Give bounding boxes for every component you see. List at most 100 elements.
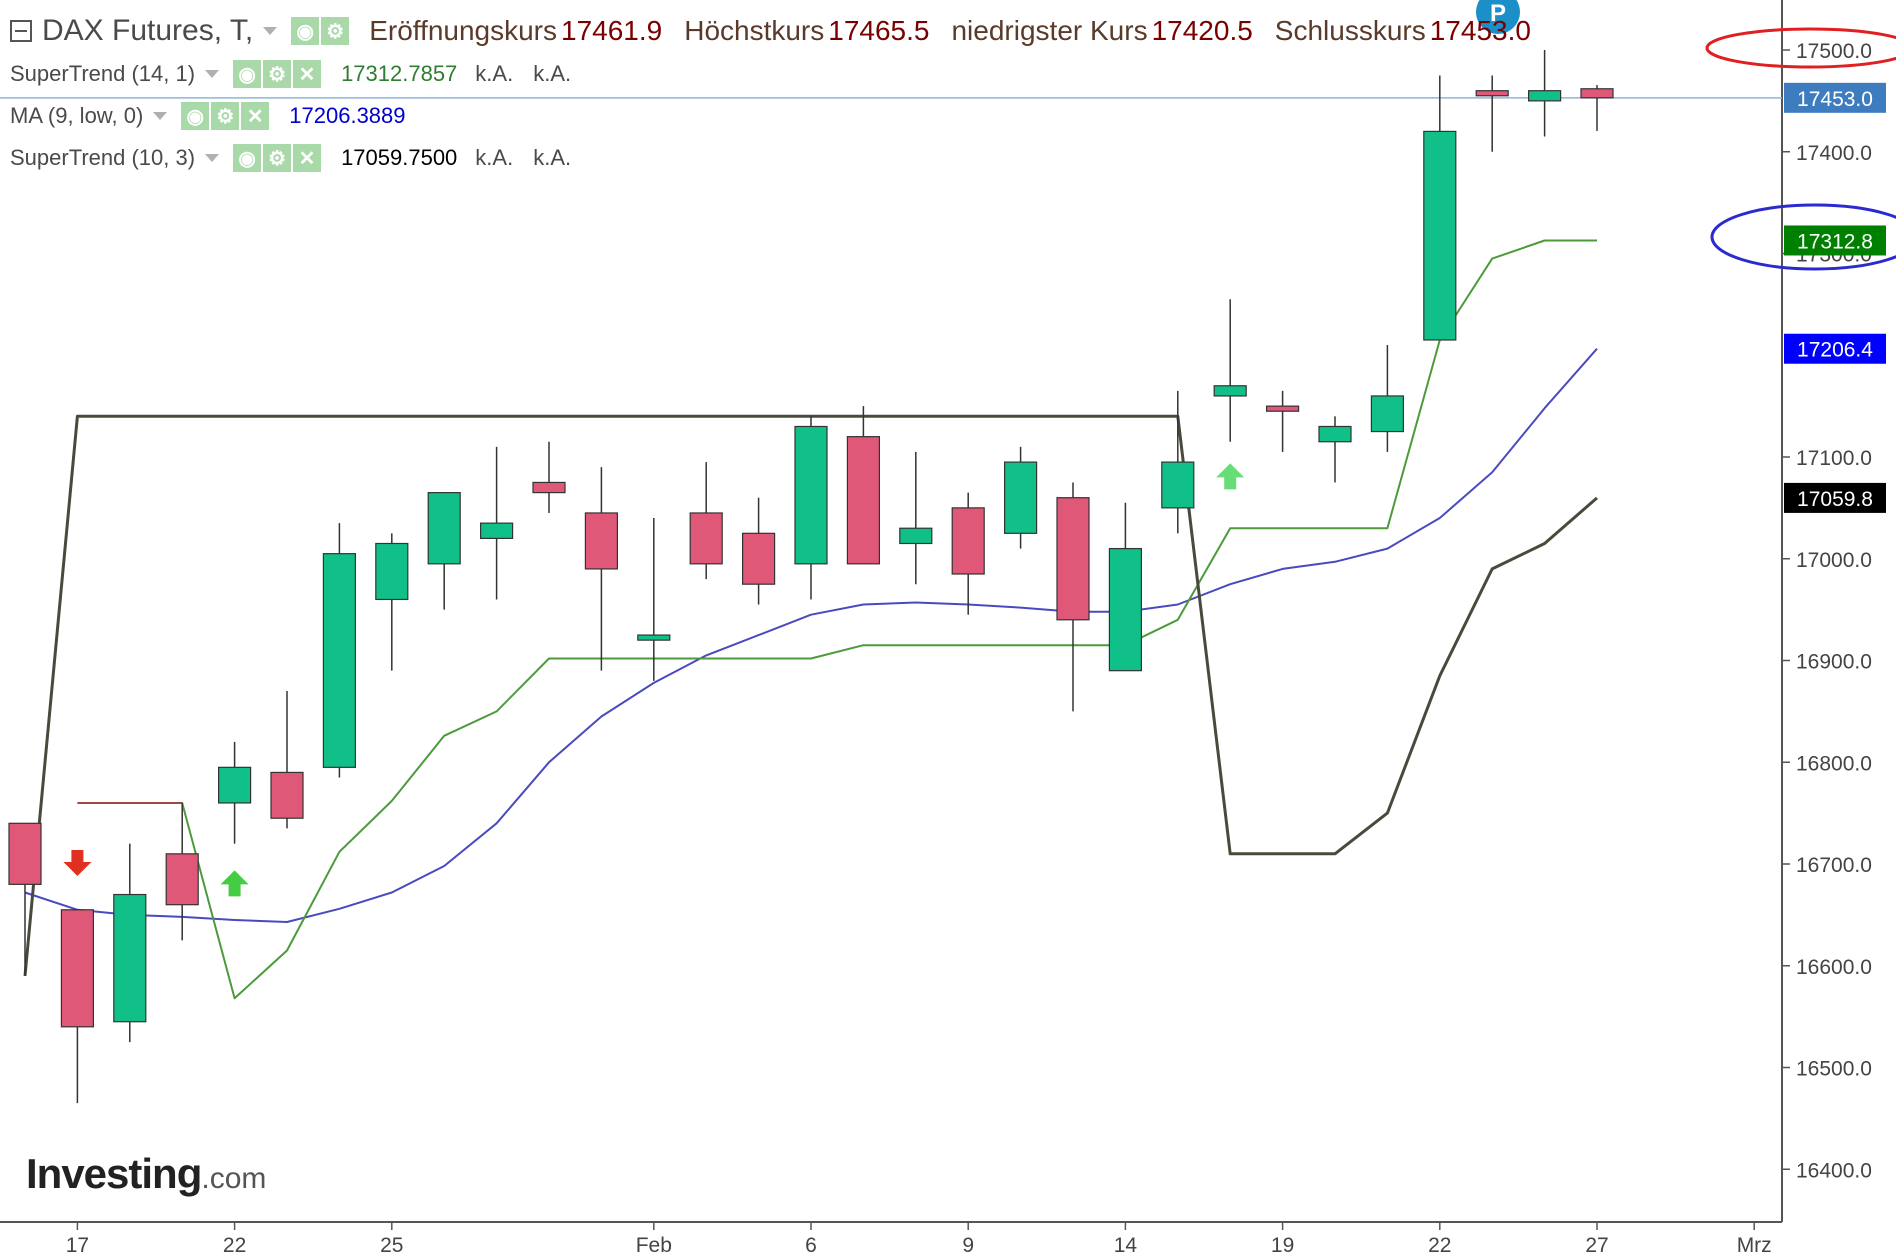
eye-icon[interactable]: ◉ xyxy=(233,144,262,172)
candle-body xyxy=(532,481,566,494)
candle-28 xyxy=(1475,75,1509,152)
legend-indicator-ma: MA (9, low, 0) ◉ ⚙ ✕ 17206.3889 xyxy=(10,102,424,130)
candle-body xyxy=(270,771,304,819)
candle-7 xyxy=(375,533,409,671)
candle-body xyxy=(637,634,671,641)
x-tick-label: 22 xyxy=(223,1234,246,1257)
y-tick-label: 17400.0 xyxy=(1796,142,1872,165)
candle-27 xyxy=(1423,75,1457,341)
candle-9 xyxy=(480,446,514,600)
price-tag-bg xyxy=(1784,225,1886,256)
price-tag-label: 17206.4 xyxy=(1797,339,1873,362)
x-tick-label: 14 xyxy=(1114,1234,1138,1257)
logo-brand: Investing xyxy=(26,1150,202,1197)
indicator-name[interactable]: MA (9, low, 0) xyxy=(10,103,144,128)
x-tick-label: 9 xyxy=(962,1234,974,1257)
candle-2 xyxy=(113,843,147,1043)
price-tag-bg xyxy=(1784,82,1886,113)
candle-body xyxy=(846,436,881,565)
candle-body xyxy=(1318,425,1352,443)
annotation-blue-ellipse xyxy=(1710,203,1896,271)
indicator-value: 17206.3889 xyxy=(289,103,406,128)
indicator-name[interactable]: SuperTrend (14, 1) xyxy=(10,61,196,86)
candle-13 xyxy=(689,462,723,580)
logo-suffix: .com xyxy=(201,1162,267,1195)
signal-buy-arrow-2 xyxy=(1216,463,1245,490)
candles xyxy=(8,50,1614,1104)
indicator-value: 17059.7500 xyxy=(341,145,458,170)
candle-body xyxy=(427,492,461,565)
gear-icon[interactable]: ⚙ xyxy=(321,17,350,45)
x-tick-label: 19 xyxy=(1271,1234,1294,1257)
price-tag-label: 17312.8 xyxy=(1797,230,1873,253)
indicator-na: k.A. xyxy=(475,61,514,86)
candle-body xyxy=(375,542,409,601)
candle-21 xyxy=(1108,502,1143,672)
candle-body xyxy=(1580,88,1614,99)
x-tick-label: 17 xyxy=(66,1234,89,1257)
candle-body xyxy=(1161,461,1195,509)
price-tags: 17453.0 17312.8 17206.4 17059.8 xyxy=(1784,82,1886,513)
candle-body xyxy=(794,425,828,565)
title-icons: ◉ ⚙ xyxy=(291,17,351,45)
candle-4 xyxy=(218,741,252,844)
chevron-down-icon[interactable] xyxy=(205,70,220,78)
y-tick-label: 16600.0 xyxy=(1796,956,1872,979)
price-tag-3: 17059.8 xyxy=(1784,482,1886,513)
legend-title-row: DAX Futures, T, ◉ ⚙ Eröffnungskurs 17461… xyxy=(10,14,1553,48)
x-tick-label: 22 xyxy=(1428,1234,1451,1257)
candle-body xyxy=(584,512,619,570)
instrument-title[interactable]: DAX Futures, T, xyxy=(42,14,254,47)
signal-arrows xyxy=(63,463,1245,897)
price-tag-0: 17453.0 xyxy=(1784,82,1886,113)
candle-body xyxy=(689,512,723,565)
chevron-down-icon[interactable] xyxy=(153,112,168,120)
price-tag-bg xyxy=(1784,333,1886,364)
candle-26 xyxy=(1370,345,1405,452)
y-tick-label: 16400.0 xyxy=(1796,1159,1872,1182)
close-icon[interactable]: ✕ xyxy=(293,144,322,172)
x-tick-label: 27 xyxy=(1585,1234,1608,1257)
close-icon[interactable]: ✕ xyxy=(293,60,322,88)
ohlc-high-value: 17465.5 xyxy=(828,15,930,46)
candle-body xyxy=(322,553,356,768)
candle-20 xyxy=(1056,482,1090,712)
chevron-down-icon[interactable] xyxy=(205,154,220,162)
candle-30 xyxy=(1580,85,1614,131)
gear-icon[interactable]: ⚙ xyxy=(211,102,240,130)
investing-logo: Investing.com xyxy=(26,1150,266,1198)
eye-icon[interactable]: ◉ xyxy=(233,60,262,88)
eye-icon[interactable]: ◉ xyxy=(291,17,320,45)
gear-icon[interactable]: ⚙ xyxy=(263,144,292,172)
candle-body xyxy=(1423,130,1457,341)
close-icon[interactable]: ✕ xyxy=(241,102,270,130)
pin-circle xyxy=(1476,0,1520,34)
candle-body xyxy=(8,822,42,885)
candle-14 xyxy=(741,497,776,605)
candle-22 xyxy=(1161,390,1195,534)
pin-marker[interactable]: P xyxy=(1476,0,1520,34)
candle-body xyxy=(741,532,776,585)
chevron-down-icon[interactable] xyxy=(263,27,278,35)
eye-icon[interactable]: ◉ xyxy=(181,102,210,130)
candle-25 xyxy=(1318,416,1352,483)
collapse-icon[interactable] xyxy=(10,20,32,42)
gear-icon[interactable]: ⚙ xyxy=(263,60,292,88)
indicator-icons: ◉ ⚙ ✕ xyxy=(233,60,323,88)
candle-24 xyxy=(1265,390,1300,452)
legend-indicator-supertrend-10: SuperTrend (10, 3) ◉ ⚙ ✕ 17059.7500 k.A.… xyxy=(10,144,591,172)
price-tag-2: 17206.4 xyxy=(1784,333,1886,364)
pin-label: P xyxy=(1490,0,1506,27)
x-tick-label: Feb xyxy=(636,1234,672,1257)
indicator-icons: ◉ ⚙ ✕ xyxy=(181,102,271,130)
indicator-name[interactable]: SuperTrend (10, 3) xyxy=(10,145,196,170)
candle-body xyxy=(60,909,95,1028)
time-axis: 17 22 25 Feb 6 9 14 19 22 27 Mrz xyxy=(66,1222,1772,1257)
series-line-0 xyxy=(24,348,1598,923)
candle-0 xyxy=(8,822,42,976)
ohlc-open-label: Eröffnungskurs xyxy=(369,15,557,46)
price-tag-label: 17453.0 xyxy=(1797,88,1873,111)
ohlc-close-label: Schlusskurs xyxy=(1274,15,1426,46)
price-tag-bg xyxy=(1784,482,1886,513)
